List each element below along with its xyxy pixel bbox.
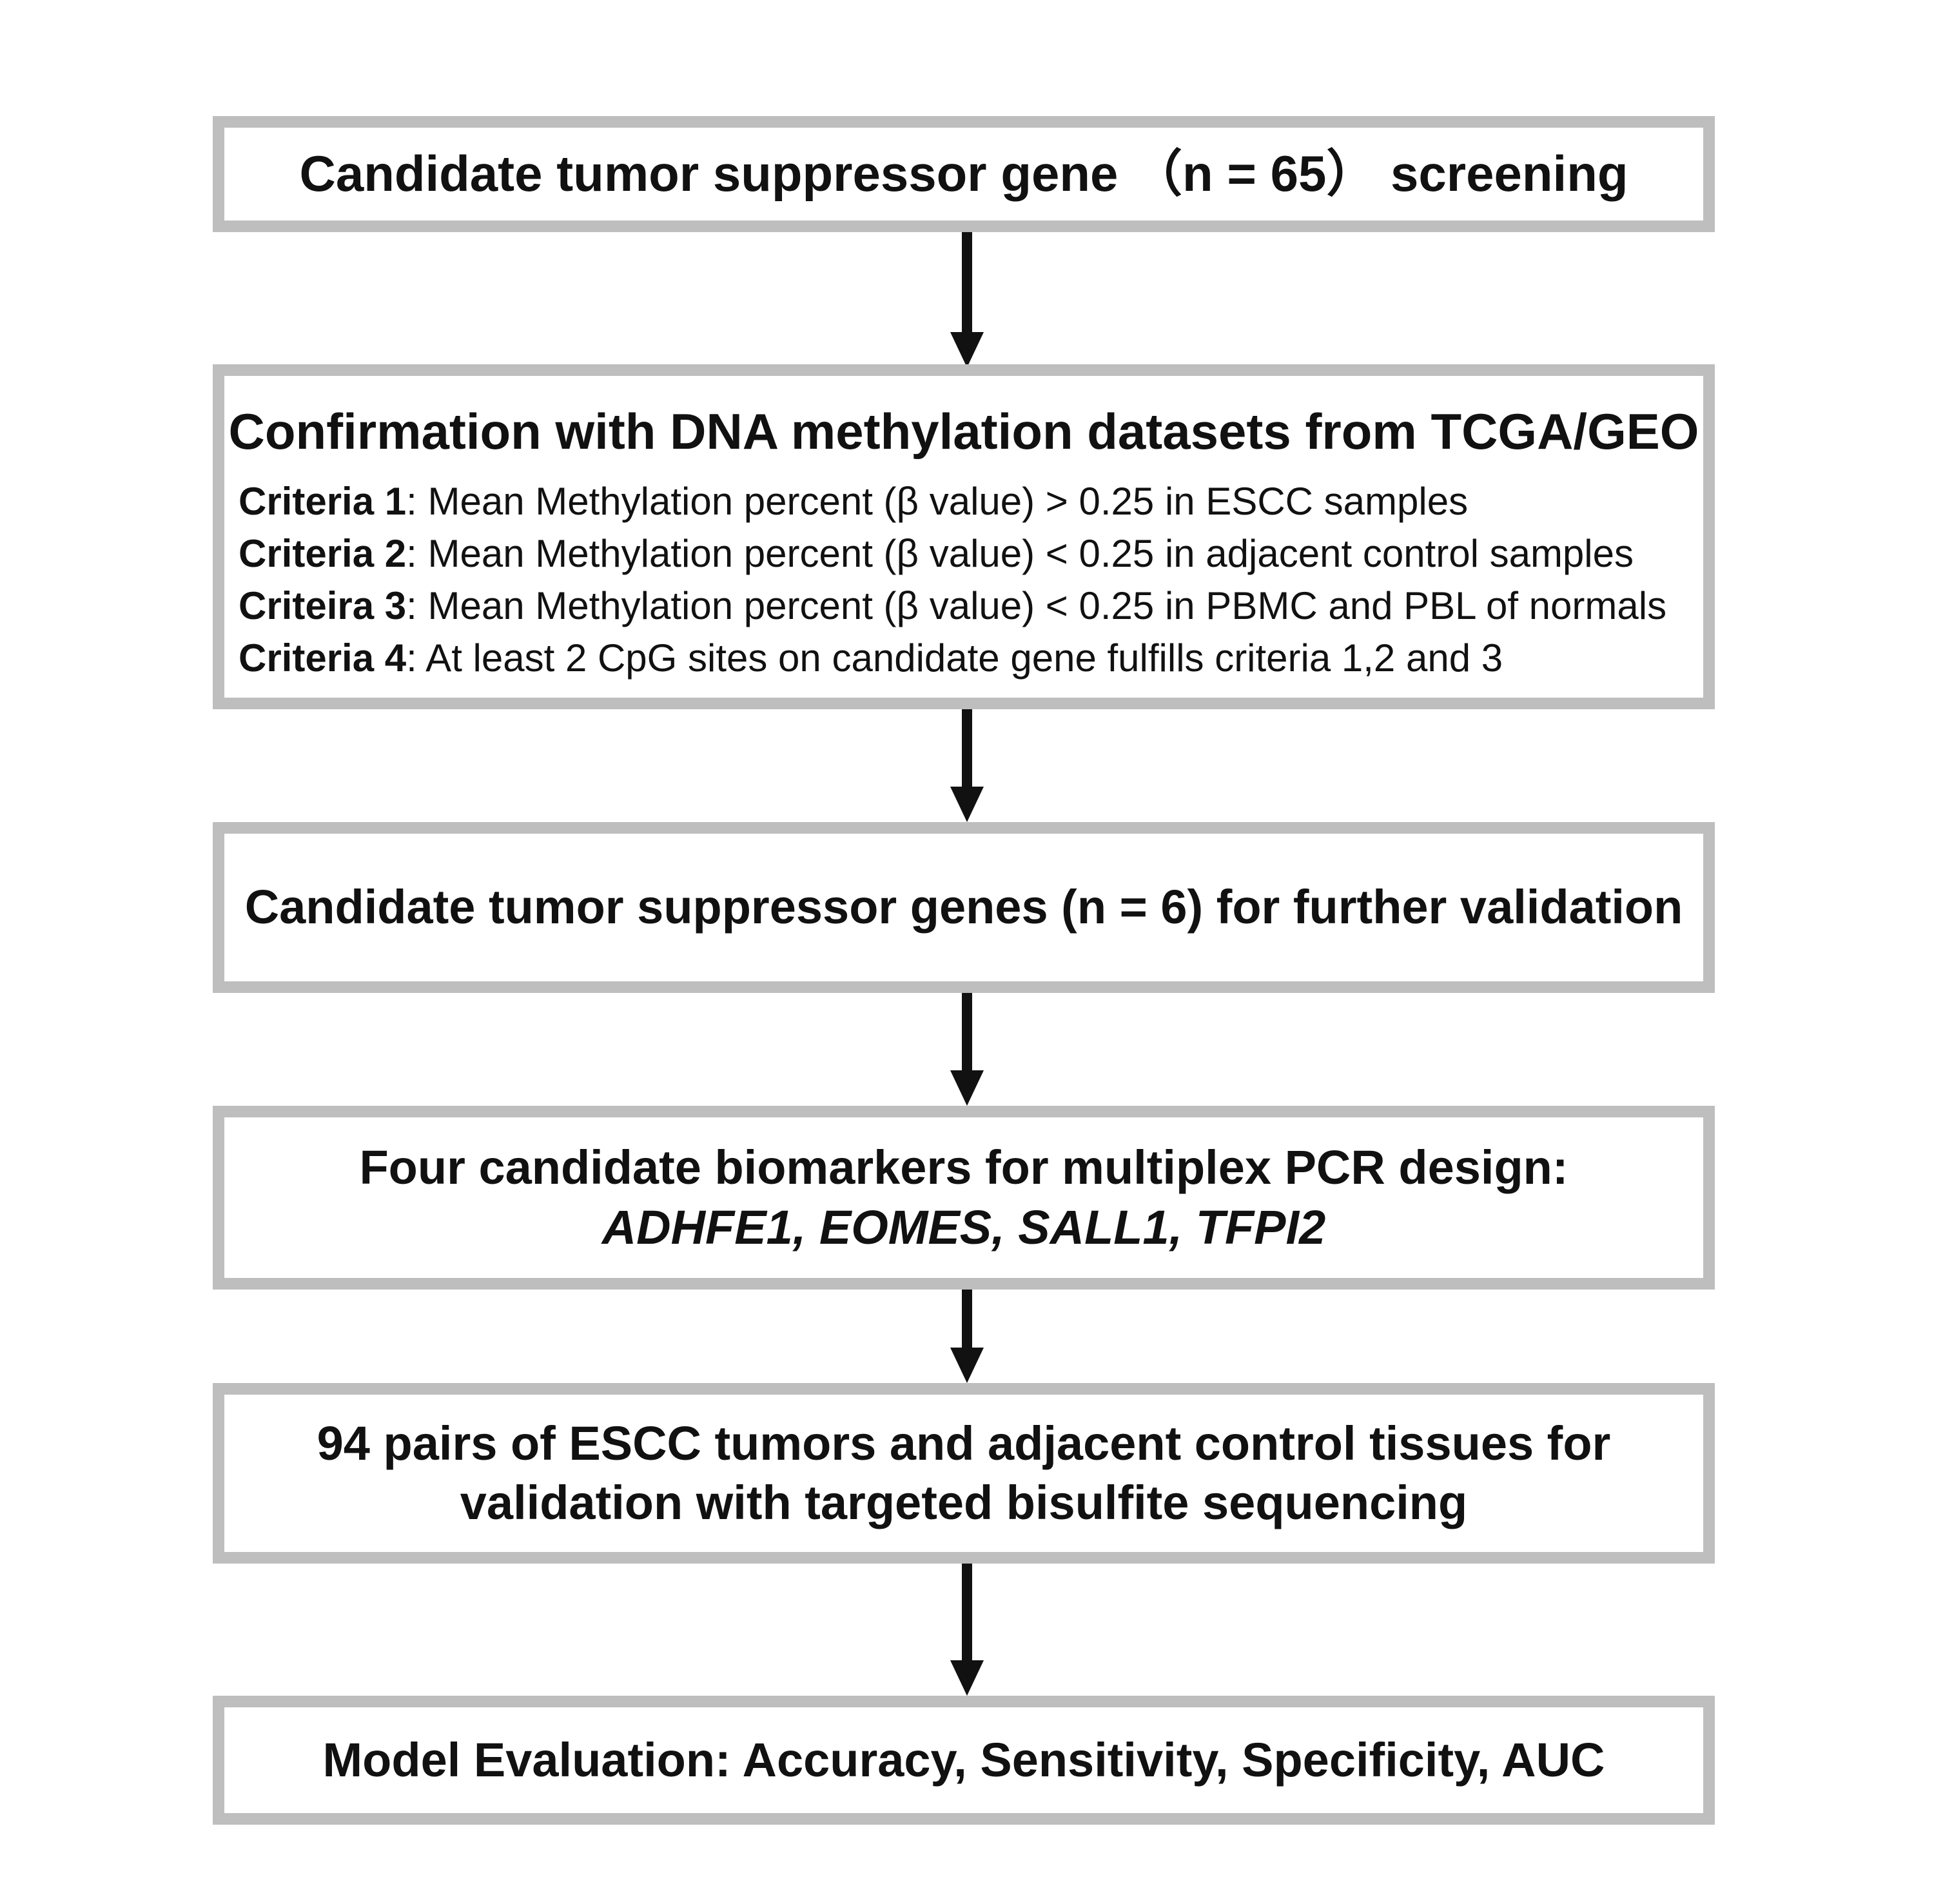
step-4-gene-list: ADHFE1, EOMES, SALL1, TFPI2 bbox=[601, 1200, 1326, 1254]
step-box-3: Candidate tumor suppressor genes (n = 6)… bbox=[213, 822, 1715, 993]
arrow-down-icon bbox=[950, 993, 984, 1106]
criteria-label: Criteria 4 bbox=[239, 636, 407, 680]
criteria-row-4: Criteria 4: At least 2 CpG sites on cand… bbox=[239, 632, 1666, 684]
step-6-title: Model Evaluation: Accuracy, Sensitivity,… bbox=[322, 1732, 1605, 1787]
criteria-label: Criteria 1 bbox=[239, 479, 407, 523]
step-2-title: Confirmation with DNA methylation datase… bbox=[228, 403, 1699, 460]
criteria-list: Criteria 1: Mean Methylation percent (β … bbox=[224, 475, 1666, 684]
criteria-label: Criteira 3 bbox=[239, 584, 407, 627]
step-box-4: Four candidate biomarkers for multiplex … bbox=[213, 1106, 1715, 1290]
criteria-row-3: Criteira 3: Mean Methylation percent (β … bbox=[239, 580, 1666, 632]
step-1-title: Candidate tumor suppressor gene （n = 65）… bbox=[299, 145, 1628, 202]
step-3-title: Candidate tumor suppressor genes (n = 6)… bbox=[244, 880, 1683, 934]
criteria-text: : Mean Methylation percent (β value) < 0… bbox=[406, 584, 1667, 627]
step-box-6: Model Evaluation: Accuracy, Sensitivity,… bbox=[213, 1696, 1715, 1825]
step-box-1: Candidate tumor suppressor gene （n = 65）… bbox=[213, 116, 1715, 232]
arrow-down-icon bbox=[950, 232, 984, 368]
step-box-2: Confirmation with DNA methylation datase… bbox=[213, 364, 1715, 709]
criteria-text: : Mean Methylation percent (β value) > 0… bbox=[406, 479, 1469, 523]
criteria-label: Criteria 2 bbox=[239, 531, 407, 575]
arrow-down-icon bbox=[950, 1564, 984, 1696]
criteria-row-2: Criteria 2: Mean Methylation percent (β … bbox=[239, 527, 1666, 580]
step-box-5: 94 pairs of ESCC tumors and adjacent con… bbox=[213, 1383, 1715, 1564]
criteria-text: : At least 2 CpG sites on candidate gene… bbox=[406, 636, 1503, 680]
criteria-text: : Mean Methylation percent (β value) < 0… bbox=[406, 531, 1634, 575]
arrow-down-icon bbox=[950, 709, 984, 822]
step-5-title-line2: validation with targeted bisulfite seque… bbox=[460, 1476, 1468, 1529]
criteria-row-1: Criteria 1: Mean Methylation percent (β … bbox=[239, 475, 1666, 527]
step-5-title-line1: 94 pairs of ESCC tumors and adjacent con… bbox=[317, 1416, 1611, 1470]
step-4-title-line1: Four candidate biomarkers for multiplex … bbox=[359, 1141, 1568, 1194]
arrow-down-icon bbox=[950, 1290, 984, 1383]
